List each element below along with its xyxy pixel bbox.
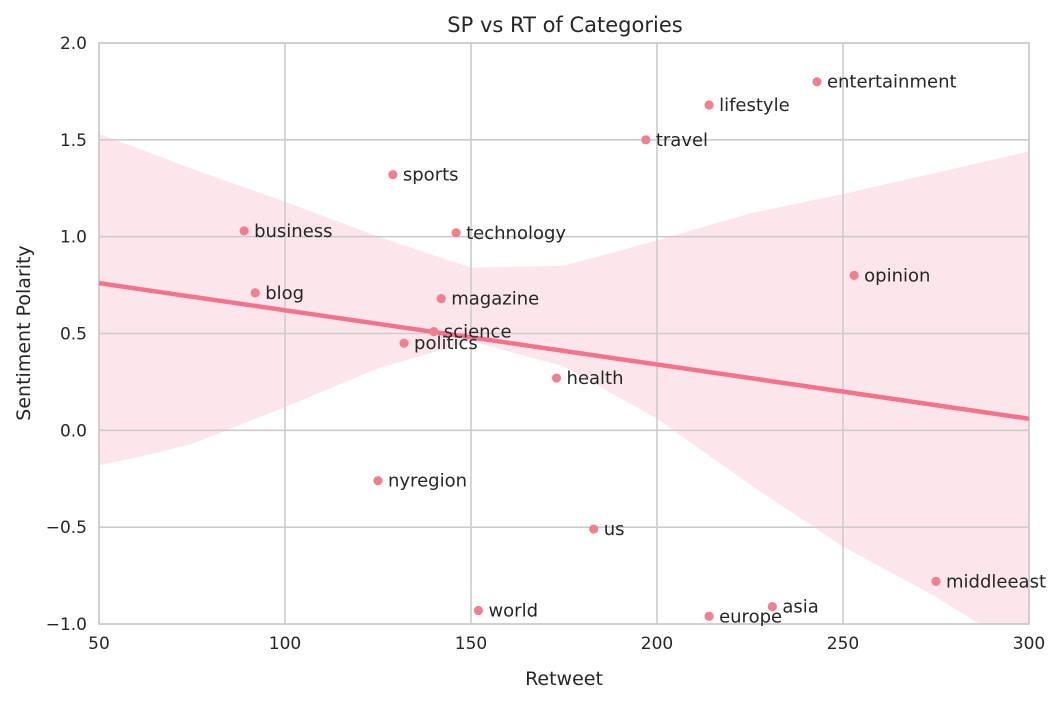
confidence-band [99, 134, 1029, 624]
x-tick-label: 100 [269, 634, 301, 654]
y-axis-title: Sentiment Polarity [13, 245, 35, 420]
y-tick-label: 1.0 [60, 228, 87, 248]
data-point [767, 601, 777, 612]
data-point [429, 326, 439, 337]
point-label: nyregion [388, 471, 467, 492]
data-point [589, 524, 599, 534]
confidence-band-area [99, 134, 1029, 624]
data-point [388, 170, 398, 180]
point-label: science [444, 322, 512, 343]
grid [98, 42, 1030, 625]
point-label: entertainment [827, 72, 957, 93]
point-opinion: opinion [849, 265, 930, 286]
point-politics: politics [399, 333, 478, 354]
data-point [473, 605, 484, 616]
point-label: business [254, 221, 332, 242]
data-point [436, 294, 446, 304]
data-point [250, 288, 260, 298]
data-point [704, 100, 714, 110]
point-label: world [488, 600, 538, 621]
regression-line [99, 280, 1029, 421]
data-point [931, 576, 941, 586]
point-label: blog [265, 283, 304, 304]
data-points: entertainment lifestyle travel sports busine… [239, 72, 1046, 627]
point-label: middleeast [946, 571, 1046, 592]
data-point [239, 226, 249, 236]
chart-title: SP vs RT of Categories [447, 13, 682, 37]
x-tick-label: 200 [641, 634, 673, 654]
x-axis-title: Retweet [525, 668, 603, 690]
point-asia: asia [767, 597, 819, 618]
data-point [399, 338, 409, 348]
data-point [704, 611, 714, 621]
point-science: science [429, 322, 512, 343]
point-label: health [567, 368, 624, 389]
point-label: europe [719, 606, 782, 627]
x-tick-label: 50 [88, 634, 110, 654]
point-label: travel [656, 130, 708, 151]
point-label: sports [403, 165, 459, 186]
x-tick-label: 150 [455, 634, 487, 654]
point-lifestyle: lifestyle [704, 95, 790, 116]
point-label: politics [414, 333, 478, 354]
point-label: asia [782, 597, 818, 618]
point-sports: sports [388, 165, 459, 186]
plot-frame [98, 42, 1030, 625]
point-world: world [473, 600, 538, 621]
y-tick-label: −0.5 [46, 518, 87, 538]
point-blog: blog [250, 283, 304, 304]
point-label: us [604, 519, 625, 540]
point-label: lifestyle [719, 95, 790, 116]
point-technology: technology [451, 223, 566, 244]
y-tick-label: 2.0 [60, 34, 87, 54]
data-point [812, 77, 822, 87]
y-tick-label: −1.0 [46, 615, 87, 635]
y-tick-label: 0.0 [60, 421, 87, 441]
y-tick-label: 0.5 [60, 325, 87, 345]
point-us: us [589, 519, 625, 540]
data-point [849, 270, 859, 280]
x-tick-label: 250 [827, 634, 859, 654]
x-tick-label: 300 [1013, 634, 1045, 654]
y-tick-label: 1.5 [60, 131, 87, 151]
regression-line-group [99, 280, 1029, 421]
tick-labels: 50 100 150 200 250 300 2.0 1.5 1.0 0.5 0.0 −0.5 −1.0 [46, 34, 1046, 654]
point-europe: europe [704, 606, 782, 627]
point-business: business [239, 221, 333, 242]
point-middleeast: middleeast [931, 571, 1046, 592]
point-health: health [551, 368, 624, 389]
point-label: technology [466, 223, 566, 244]
data-point [373, 476, 383, 486]
data-point [641, 135, 651, 145]
point-magazine: magazine [436, 289, 539, 310]
point-label: magazine [451, 289, 539, 310]
data-point [451, 228, 461, 238]
point-label: opinion [864, 265, 930, 286]
point-travel: travel [641, 130, 708, 151]
data-point [551, 373, 562, 383]
point-entertainment: entertainment [812, 72, 957, 93]
point-nyregion: nyregion [373, 471, 467, 492]
